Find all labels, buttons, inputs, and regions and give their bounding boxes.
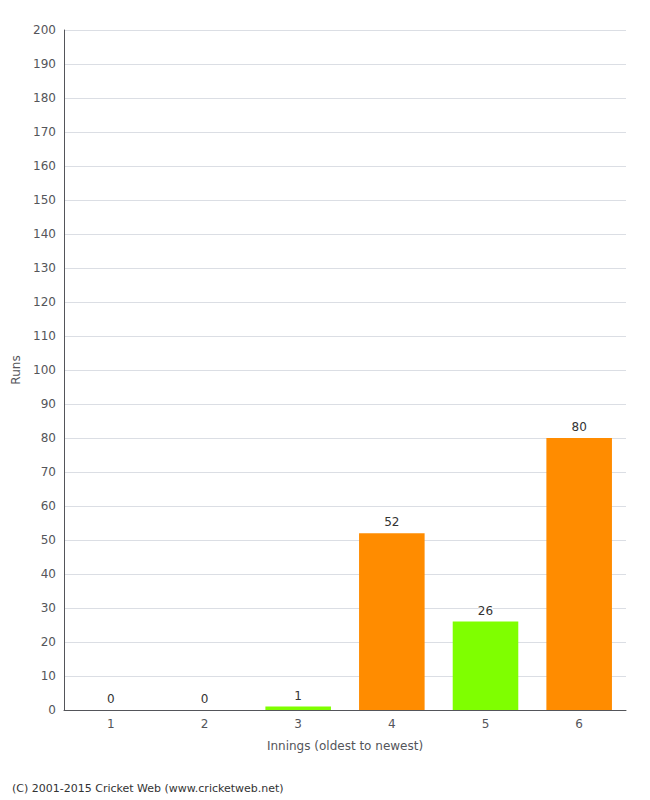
svg-text:200: 200	[33, 23, 56, 37]
svg-text:100: 100	[33, 363, 56, 377]
svg-text:2: 2	[201, 717, 209, 731]
svg-text:140: 140	[33, 227, 56, 241]
svg-text:80: 80	[572, 420, 587, 434]
svg-text:70: 70	[41, 465, 56, 479]
svg-text:5: 5	[482, 717, 490, 731]
svg-text:180: 180	[33, 91, 56, 105]
svg-text:4: 4	[388, 717, 396, 731]
svg-text:3: 3	[294, 717, 302, 731]
svg-text:120: 120	[33, 295, 56, 309]
svg-text:130: 130	[33, 261, 56, 275]
svg-text:50: 50	[41, 533, 56, 547]
svg-text:Innings (oldest to newest): Innings (oldest to newest)	[267, 739, 423, 753]
svg-text:6: 6	[575, 717, 583, 731]
svg-text:160: 160	[33, 159, 56, 173]
svg-text:80: 80	[41, 431, 56, 445]
svg-text:0: 0	[201, 692, 209, 706]
svg-text:0: 0	[48, 703, 56, 717]
svg-text:110: 110	[33, 329, 56, 343]
svg-text:190: 190	[33, 57, 56, 71]
svg-text:1: 1	[107, 717, 115, 731]
svg-text:170: 170	[33, 125, 56, 139]
svg-text:10: 10	[41, 669, 56, 683]
svg-text:90: 90	[41, 397, 56, 411]
svg-text:0: 0	[107, 692, 115, 706]
svg-text:30: 30	[41, 601, 56, 615]
svg-text:150: 150	[33, 193, 56, 207]
svg-text:26: 26	[478, 604, 493, 618]
svg-text:20: 20	[41, 635, 56, 649]
svg-text:1: 1	[294, 689, 302, 703]
svg-text:52: 52	[384, 515, 399, 529]
svg-text:Runs: Runs	[9, 355, 23, 384]
svg-text:40: 40	[41, 567, 56, 581]
svg-text:(C) 2001-2015 Cricket Web (www: (C) 2001-2015 Cricket Web (www.cricketwe…	[12, 782, 284, 795]
svg-text:60: 60	[41, 499, 56, 513]
